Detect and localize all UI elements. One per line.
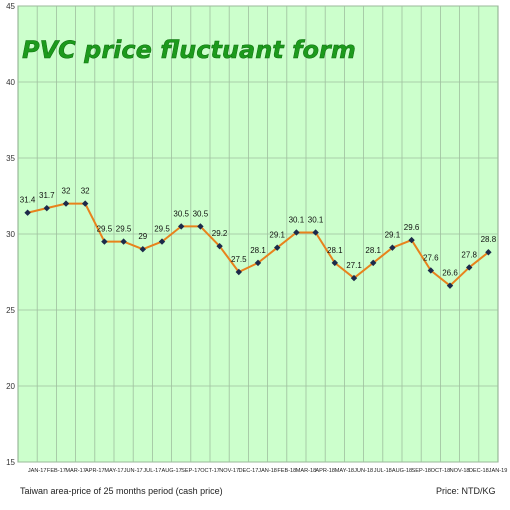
data-point [101,238,108,245]
data-label: 28.8 [481,235,497,244]
x-tick-label: OCT-18 [431,468,451,474]
data-point [427,267,434,274]
x-tick-label: MAY-18 [335,468,354,474]
data-label: 27.1 [346,261,362,270]
data-point [82,200,89,207]
x-tick-label: FEB-17 [47,468,66,474]
data-label: 28.1 [365,246,381,255]
data-point [178,223,185,230]
data-point [274,244,281,251]
x-tick-label: JAN-19 [489,468,508,474]
x-tick-label: JUN-17 [124,468,143,474]
y-tick-label: 45 [6,2,15,11]
y-tick-label: 20 [6,382,15,391]
data-label: 28.1 [327,246,343,255]
data-label: 29.5 [154,225,170,234]
data-label: 32 [62,187,71,196]
x-tick-label: SEP-17 [181,468,200,474]
data-point [24,209,31,216]
data-point [254,259,262,267]
data-label: 30.5 [193,209,209,218]
data-point [370,259,377,267]
y-tick-label: 30 [6,230,15,239]
data-point [485,249,492,256]
data-label: 29.1 [269,231,285,240]
x-tick-label: DEC-18 [469,468,489,474]
x-tick-label: NOV-18 [450,468,470,474]
data-point [62,200,70,207]
footer-caption: Taiwan area-price of 25 months period (c… [20,486,223,496]
data-point [235,268,242,276]
data-label: 31.7 [39,191,55,200]
x-tick-label: MAR-17 [65,468,86,474]
data-point [446,282,454,289]
x-tick-label: JUN-18 [354,468,373,474]
data-label: 30.1 [289,215,305,224]
footer-units: Price: NTD/KG [436,486,496,496]
x-tick-label: OCT-17 [200,468,220,474]
y-axis-tick-labels: 15 20 25 30 35 40 45 [6,2,15,467]
data-point [312,229,319,236]
data-label: 27.8 [461,250,477,259]
x-tick-label: APR-18 [315,468,335,474]
x-tick-label: MAR-18 [296,468,317,474]
data-label: 26.6 [442,269,458,278]
y-tick-label: 40 [6,78,15,87]
x-tick-label: JAN-17 [28,468,47,474]
data-point [389,244,396,251]
x-tick-label: AUG-18 [392,468,412,474]
data-label: 30.5 [173,209,189,218]
x-axis-tick-labels: JAN-17 FEB-17 MAR-17 APR-17 MAY-17 JUN-17 JUL-… [28,468,507,474]
y-tick-label: 15 [6,458,15,467]
chart-title: PVC price fluctuant form [22,36,356,64]
data-point [293,229,300,236]
data-label: 29.2 [212,229,228,238]
data-label: 29.1 [385,231,401,240]
y-tick-label: 25 [6,306,15,315]
data-point [158,238,166,245]
data-point [331,259,338,267]
x-tick-label: SEP-18 [412,468,431,474]
data-label: 29.6 [404,223,420,232]
data-point [408,236,415,244]
data-points [24,200,492,289]
data-label: 31.4 [20,196,36,205]
data-label: 32 [81,187,90,196]
x-tick-label: AUG-17 [161,468,181,474]
data-label: 29 [138,232,147,241]
data-point [350,274,358,282]
x-tick-label: FEB-18 [277,468,296,474]
x-tick-label: JUL-17 [143,468,161,474]
data-label: 29.5 [116,225,132,234]
data-label: 30.1 [308,215,324,224]
data-point [197,223,204,230]
data-point [466,264,473,271]
x-tick-label: JUL-18 [374,468,392,474]
data-point [216,242,223,250]
y-tick-label: 35 [6,154,15,163]
horizontal-gridlines [18,5,498,463]
data-label: 29.5 [97,225,113,234]
x-tick-label: APR-17 [85,468,105,474]
data-label: 28.1 [250,246,266,255]
data-label: 27.6 [423,253,439,262]
x-tick-label: JAN-18 [258,468,277,474]
x-tick-label: NOV-17 [219,468,239,474]
data-label: 27.5 [231,255,247,264]
data-point [43,204,50,212]
x-tick-label: DEC-17 [238,468,258,474]
data-point [120,238,127,245]
data-point [139,246,146,253]
x-tick-label: MAY-17 [104,468,123,474]
